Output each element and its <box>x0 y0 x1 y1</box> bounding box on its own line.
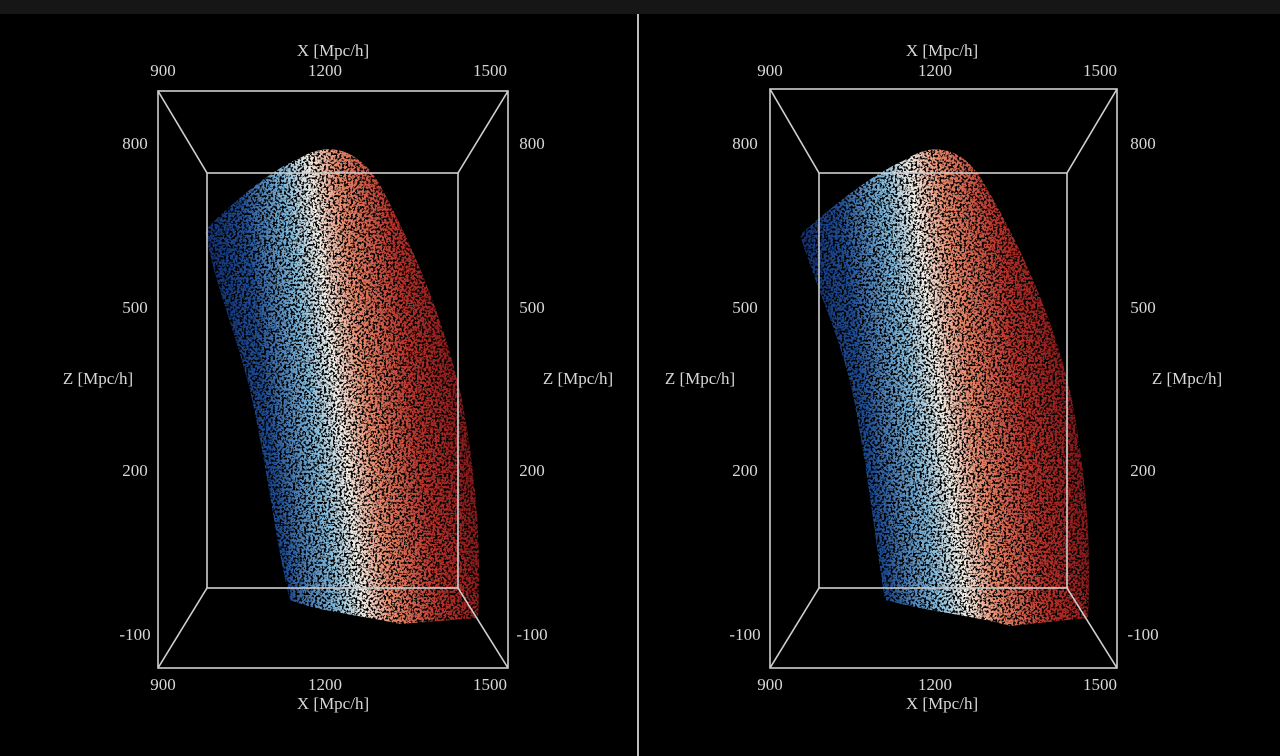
inner-box <box>818 172 1068 589</box>
x-axis-label: X [Mpc/h] <box>297 694 369 713</box>
z-axis-label: Z [Mpc/h] <box>543 369 613 388</box>
x-axis-label: X [Mpc/h] <box>906 41 978 60</box>
x-tick-label: 1200 <box>918 61 952 80</box>
z-tick-label: 200 <box>1130 461 1156 480</box>
x-axis-label: X [Mpc/h] <box>297 41 369 60</box>
box-edges <box>769 88 1118 669</box>
panel-left: X [Mpc/h] 900 1200 1500 900 1200 1500 X … <box>63 41 613 713</box>
z-tick-label: 800 <box>1130 134 1156 153</box>
x-tick-label: 900 <box>150 61 176 80</box>
z-tick-label: -100 <box>729 625 760 644</box>
x-tick-label: 1500 <box>473 61 507 80</box>
z-tick-label: 800 <box>732 134 758 153</box>
z-tick-label: 800 <box>519 134 545 153</box>
z-axis-label: Z [Mpc/h] <box>63 369 133 388</box>
top-bar <box>0 0 1280 14</box>
x-tick-label: 1200 <box>308 675 342 694</box>
z-tick-label: 500 <box>122 298 148 317</box>
x-tick-label: 900 <box>150 675 176 694</box>
inner-box <box>206 172 459 589</box>
x-axis-label: X [Mpc/h] <box>906 694 978 713</box>
outer-box <box>769 88 1118 669</box>
z-tick-label: 200 <box>519 461 545 480</box>
box-edges <box>157 90 509 669</box>
z-tick-label: 500 <box>732 298 758 317</box>
point-cloud <box>205 149 480 625</box>
outer-box <box>157 90 509 669</box>
z-axis-label: Z [Mpc/h] <box>1152 369 1222 388</box>
z-tick-label: -100 <box>1127 625 1158 644</box>
x-tick-label: 1500 <box>473 675 507 694</box>
x-tick-label: 1200 <box>308 61 342 80</box>
z-tick-label: -100 <box>516 625 547 644</box>
x-tick-label: 1500 <box>1083 675 1117 694</box>
x-tick-label: 900 <box>757 61 783 80</box>
z-tick-label: 500 <box>1130 298 1156 317</box>
x-tick-label: 1500 <box>1083 61 1117 80</box>
z-tick-label: 500 <box>519 298 545 317</box>
x-tick-label: 900 <box>757 675 783 694</box>
z-tick-label: 200 <box>732 461 758 480</box>
point-cloud <box>800 149 1090 626</box>
z-tick-label: 800 <box>122 134 148 153</box>
x-tick-label: 1200 <box>918 675 952 694</box>
panel-right: X [Mpc/h] 900 1200 1500 900 1200 1500 X … <box>665 41 1222 713</box>
z-axis-label: Z [Mpc/h] <box>665 369 735 388</box>
z-tick-label: -100 <box>119 625 150 644</box>
z-tick-label: 200 <box>122 461 148 480</box>
